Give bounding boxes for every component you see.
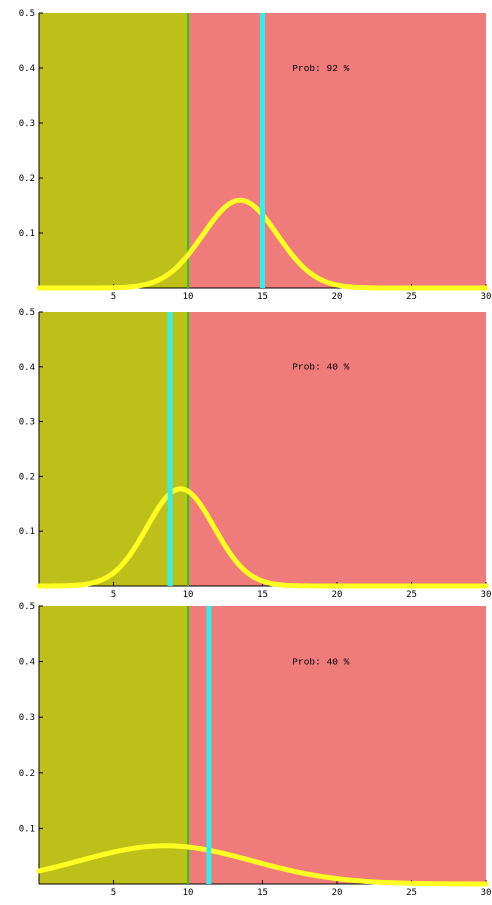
y-tick-label: 0.2 (19, 174, 35, 184)
x-tick-label: 5 (111, 292, 116, 302)
y-tick-label: 0.4 (19, 658, 35, 668)
y-tick-label: 0.5 (19, 9, 35, 19)
density-curve (36, 486, 489, 589)
y-tick-label: 0.1 (19, 527, 35, 537)
y-tick-label: 0.3 (19, 119, 35, 129)
density-curve (36, 843, 489, 887)
region-right (188, 606, 486, 884)
x-tick-label: 25 (406, 888, 417, 898)
x-tick-label: 30 (481, 888, 492, 898)
region-right (188, 312, 486, 586)
x-tick-label: 20 (332, 590, 343, 600)
y-tick-label: 0.1 (19, 824, 35, 834)
y-tick-label: 0.1 (19, 229, 35, 239)
x-tick-label: 10 (183, 292, 194, 302)
region-left (39, 312, 188, 586)
y-tick-label: 0.2 (19, 472, 35, 482)
chart-panel-2: 5 10 15 20 25 30 0.1 0.2 0.3 0.4 0.5 Prob: 40 % (19, 308, 492, 600)
x-tick-label: 20 (332, 292, 343, 302)
y-tick-label: 0.4 (19, 64, 35, 74)
region-right (188, 13, 486, 288)
y-tick-label: 0.2 (19, 769, 35, 779)
chart-panel-1: 5 10 15 20 25 30 0.1 0.2 0.3 0.4 0.5 Prob: 92 % (19, 9, 492, 302)
x-tick-label: 25 (406, 292, 417, 302)
chart-panel-3: 5 10 15 20 25 30 0.1 0.2 0.3 0.4 0.5 Prob: 40 % (19, 602, 492, 898)
x-tick-label: 25 (406, 590, 417, 600)
y-tick-label: 0.5 (19, 602, 35, 612)
y-tick-label: 0.3 (19, 713, 35, 723)
x-tick-label: 5 (111, 590, 116, 600)
region-left (39, 606, 188, 884)
x-tick-label: 15 (257, 590, 268, 600)
x-tick-label: 20 (332, 888, 343, 898)
x-tick-label: 10 (183, 590, 194, 600)
x-tick-label: 10 (183, 888, 194, 898)
region-left (39, 13, 188, 288)
probability-annotation: Prob: 92 % (292, 63, 349, 74)
probability-annotation: Prob: 40 % (292, 656, 349, 667)
x-tick-label: 5 (111, 888, 116, 898)
x-tick-label: 30 (481, 590, 492, 600)
x-tick-label: 15 (257, 292, 268, 302)
x-tick-label: 15 (257, 888, 268, 898)
probability-annotation: Prob: 40 % (292, 362, 349, 373)
y-tick-label: 0.4 (19, 363, 35, 373)
x-tick-label: 30 (481, 292, 492, 302)
y-tick-label: 0.3 (19, 418, 35, 428)
y-tick-label: 0.5 (19, 308, 35, 318)
